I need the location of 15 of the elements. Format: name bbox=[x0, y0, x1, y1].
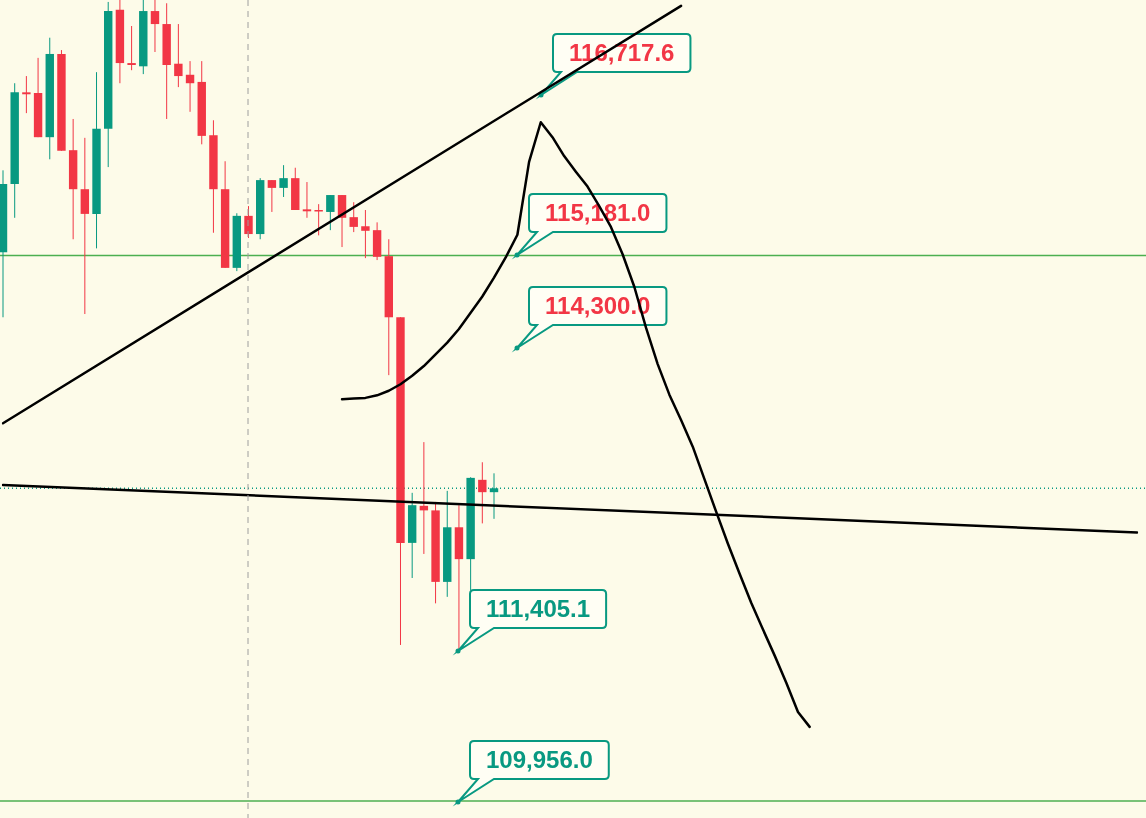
candlestick bbox=[150, 0, 160, 53]
candlestick bbox=[267, 179, 277, 213]
annotation: 111,405.1 bbox=[486, 594, 591, 622]
candlestick bbox=[174, 23, 183, 88]
candlestick bbox=[302, 181, 312, 219]
candlestick bbox=[361, 209, 370, 259]
candlestick bbox=[314, 203, 323, 236]
candlestick bbox=[127, 25, 136, 71]
candlestick bbox=[326, 194, 335, 231]
candlestick bbox=[185, 60, 195, 113]
candlestick bbox=[349, 201, 358, 233]
candlestick bbox=[478, 461, 487, 524]
candlestick bbox=[22, 75, 31, 114]
text: 109,956.0 bbox=[485, 745, 593, 773]
candlestick bbox=[279, 164, 288, 198]
